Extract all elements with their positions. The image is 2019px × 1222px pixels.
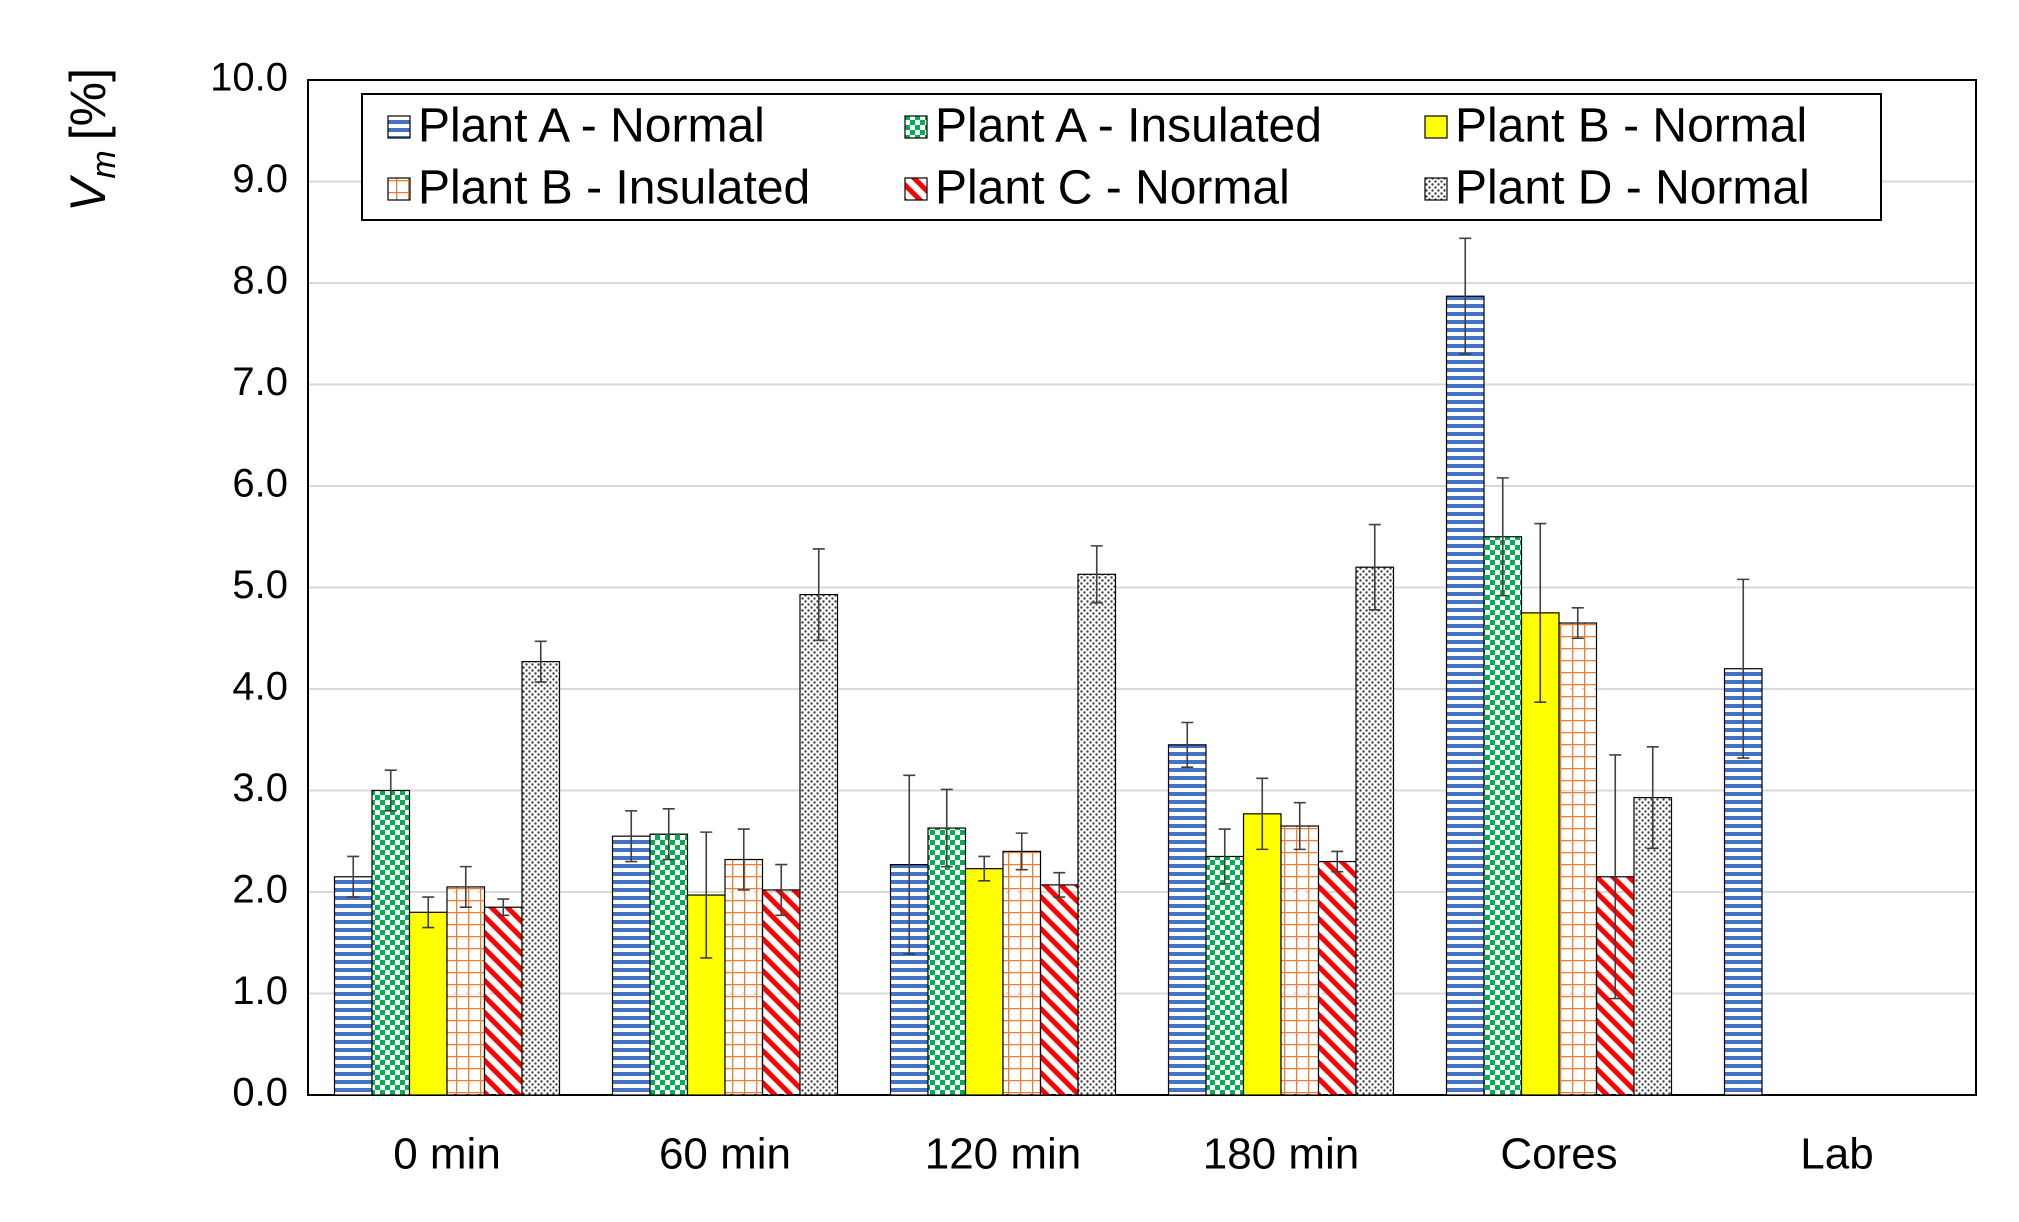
x-tick-label: 180 min [1203,1130,1360,1179]
error-bar [662,807,675,861]
error-bar [737,828,750,891]
legend-swatch [387,177,411,201]
error-bar [1331,850,1344,873]
bar [1483,536,1523,1096]
y-axis-label: Vm [%] [60,68,123,212]
bar [483,906,523,1096]
legend-label: Plant A - Insulated [935,100,1322,153]
bar [1280,825,1320,1096]
y-tick-label: 1.0 [232,969,288,1013]
x-tick-label: 60 min [659,1130,791,1179]
error-bar [347,855,360,898]
error-bar [1256,777,1269,851]
plot-border [307,79,1977,1096]
error-bar [1646,746,1659,850]
error-bar [497,898,510,917]
x-tick-label: 120 min [925,1130,1082,1179]
bar [799,594,839,1096]
error-bar [775,863,788,917]
error-bar [1737,578,1750,759]
legend-label: Plant C - Normal [935,162,1290,215]
error-bar [459,865,472,909]
legend-label: Plant B - Insulated [418,162,810,215]
error-bar [422,896,435,929]
legend-swatch [1424,115,1448,139]
error-bar [1015,832,1028,871]
error-bar [1609,754,1622,1000]
y-tick-label: 10.0 [210,56,288,100]
bar [1039,884,1079,1096]
x-tick-label: 0 min [393,1130,501,1179]
y-tick-label: 8.0 [232,259,288,303]
y-tick-label: 9.0 [232,157,288,201]
bar [724,858,764,1096]
bar [649,833,689,1096]
error-bar [1571,607,1584,640]
bar [408,911,448,1096]
legend-box [361,93,1882,221]
y-tick-label: 6.0 [232,462,288,506]
error-bar [1459,237,1472,355]
error-bar [812,548,825,642]
bar [1355,566,1395,1096]
y-tick-label: 2.0 [232,868,288,912]
bar [446,886,486,1096]
y-tick-label: 7.0 [232,360,288,404]
legend-label: Plant A - Normal [418,100,765,153]
bar [761,889,801,1096]
error-bar [1053,871,1066,898]
error-bar [1181,721,1194,768]
error-bar [978,855,991,882]
bar [521,660,561,1096]
bar [611,835,651,1096]
y-tick-label: 5.0 [232,563,288,607]
error-bar [1090,545,1103,604]
legend-label: Plant D - Normal [1455,162,1810,215]
legend-label: Plant B - Normal [1455,100,1807,153]
bar [964,868,1004,1096]
error-bar [1218,828,1231,885]
bar [333,876,373,1096]
y-label-main: V [60,174,116,212]
y-tick-label: 4.0 [232,665,288,709]
error-bar [1293,801,1306,851]
bar [1167,744,1207,1096]
error-bar [384,769,397,812]
error-bar [1368,523,1381,611]
legend-swatch [904,177,928,201]
bar [1242,813,1282,1096]
bar [1445,295,1485,1096]
bar [1205,855,1245,1096]
error-bar [1496,477,1509,597]
y-label-unit: [%] [60,68,116,140]
error-bar [1534,522,1547,703]
bar [1317,860,1357,1096]
legend-swatch [1424,177,1448,201]
y-label-sub: m [85,150,123,178]
bar [371,789,411,1096]
y-tick-label: 0.0 [232,1071,288,1115]
error-bar [903,774,916,955]
error-bar [625,810,638,863]
legend-swatch [387,115,411,139]
bar [1002,850,1042,1096]
x-tick-label: Lab [1800,1130,1873,1179]
x-tick-label: Cores [1500,1130,1617,1179]
error-bar [700,831,713,959]
bar [1077,573,1117,1096]
legend-swatch [904,115,928,139]
error-bar [940,788,953,868]
bar [927,827,967,1096]
error-bar [534,640,547,683]
bar [1558,622,1598,1096]
y-tick-label: 3.0 [232,766,288,810]
